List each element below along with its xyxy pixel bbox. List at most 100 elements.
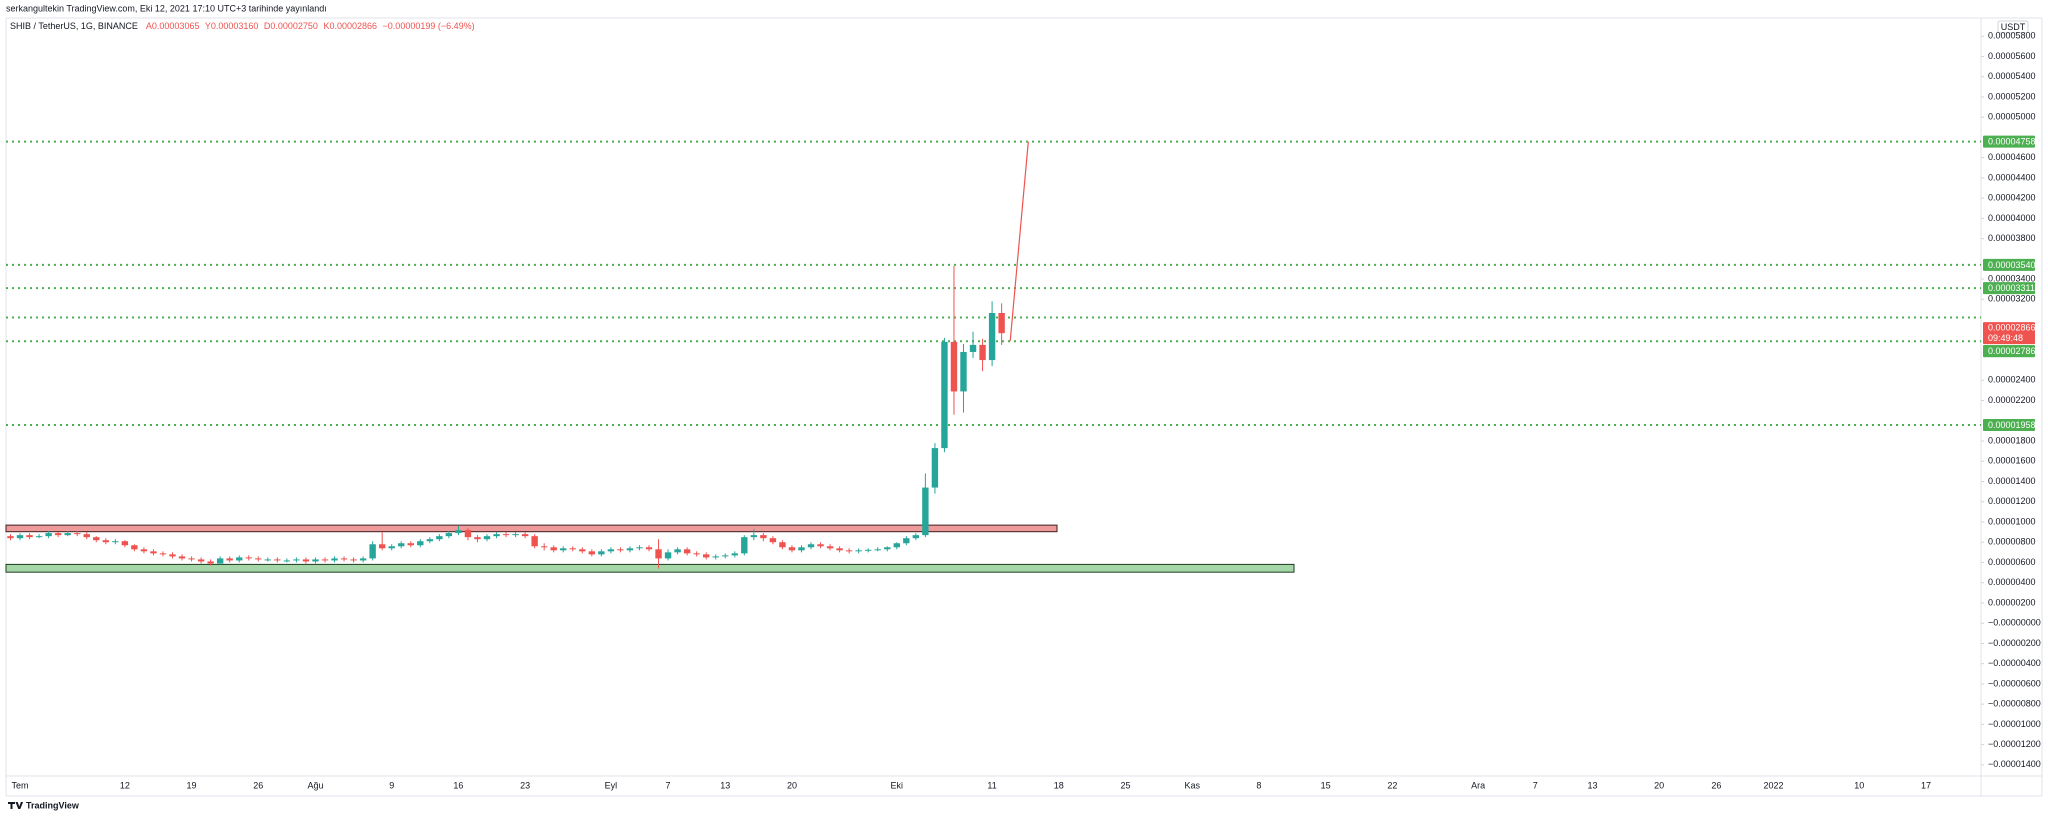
candle-body — [407, 543, 414, 546]
candle-body — [540, 546, 548, 548]
level-box — [1983, 258, 2035, 271]
level-label: 0.00002786 — [1988, 346, 2036, 356]
candle-body — [93, 537, 100, 541]
candle-body — [931, 448, 939, 488]
candle-body — [340, 558, 348, 560]
x-tick-label: 15 — [1321, 780, 1331, 790]
candle-body — [283, 560, 291, 562]
candle-body — [960, 351, 967, 392]
candle-body — [674, 549, 681, 553]
footer-logo — [8, 802, 24, 809]
candle-body — [969, 344, 977, 352]
candle-body — [788, 547, 796, 551]
last-price-label: 0.00002866 — [1988, 323, 2036, 333]
candle-body — [321, 559, 329, 561]
candle-body — [722, 555, 729, 557]
candle-body — [245, 557, 252, 559]
y-tick-label: 0.00002400 — [1988, 375, 2036, 385]
candle-body — [35, 536, 43, 538]
candle-body — [903, 538, 910, 544]
x-tick-label: 10 — [1854, 780, 1864, 790]
x-tick-label: 22 — [1387, 780, 1397, 790]
y-tick-label: −0.00000200 — [1988, 638, 2041, 648]
x-tick-label: 13 — [720, 780, 730, 790]
x-tick-label: 16 — [453, 780, 463, 790]
candle-body — [531, 536, 538, 547]
candle-body — [7, 536, 14, 539]
candle-body — [178, 556, 186, 559]
projection-line — [1009, 141, 1029, 342]
y-tick-label: 0.00001200 — [1988, 496, 2036, 506]
candle-body — [922, 487, 929, 536]
candle-body — [817, 544, 824, 547]
candle-body — [483, 536, 491, 540]
y-tick-label: 0.00004600 — [1988, 152, 2036, 162]
candle-body — [140, 549, 148, 552]
y-tick-label: 0.00002200 — [1988, 395, 2036, 405]
x-tick-label: 19 — [187, 780, 197, 790]
currency-box — [1997, 20, 2029, 34]
x-tick-label: Eki — [891, 780, 904, 790]
candle-body — [331, 558, 338, 561]
x-tick-label: 25 — [1121, 780, 1131, 790]
y-tick-label: 0.00005000 — [1988, 112, 2036, 122]
candle-body — [216, 558, 224, 564]
candle-body — [226, 558, 233, 561]
candle-body — [512, 534, 519, 536]
candle-body — [502, 534, 510, 536]
candle-body — [617, 549, 624, 551]
candle-body — [83, 534, 90, 538]
candle-body — [893, 543, 900, 548]
candle-body — [912, 535, 920, 539]
y-tick-label: 0.00005400 — [1988, 71, 2036, 81]
x-tick-label: 12 — [120, 780, 130, 790]
candle-body — [45, 533, 52, 537]
currency: USDT — [2001, 22, 2026, 32]
candle-body — [131, 545, 138, 550]
candle-body — [369, 544, 376, 559]
candle-body — [779, 542, 786, 548]
candle-body — [550, 547, 557, 551]
legend: SHIB / TetherUS, 1G, BINANCE A0.00003065… — [10, 21, 475, 31]
x-tick-label: 8 — [1256, 780, 1261, 790]
candle-body — [560, 548, 567, 551]
candle-body — [741, 537, 748, 554]
x-tick-label: 26 — [253, 780, 263, 790]
y-tick-label: 0.00005200 — [1988, 91, 2036, 101]
y-tick-label: −0.00000000 — [1988, 618, 2041, 628]
y-tick-label: 0.00004400 — [1988, 172, 2036, 182]
x-tick-label: 26 — [1711, 780, 1721, 790]
y-tick-label: −0.00001400 — [1988, 759, 2041, 769]
candle-body — [188, 558, 195, 560]
candle-body — [884, 547, 891, 550]
level-label: 0.00004758 — [1988, 137, 2036, 147]
legend-high: Y0.00003160 — [205, 21, 259, 31]
candle-body — [207, 561, 214, 564]
level-box — [1983, 135, 2035, 148]
candle-body — [988, 313, 996, 361]
level-box — [1983, 282, 2035, 295]
candle-body — [712, 556, 719, 558]
candle-body — [474, 537, 481, 540]
candle-body — [26, 535, 33, 538]
zone — [5, 563, 1295, 573]
candle-body — [845, 550, 853, 552]
candle-body — [74, 533, 81, 535]
candle-body — [16, 535, 24, 539]
x-tick-label: 2022 — [1764, 780, 1784, 790]
level-label: 0.00003540 — [1988, 260, 2036, 270]
candle-body — [436, 536, 443, 540]
candle-body — [607, 549, 615, 552]
level-label: 0.00001958 — [1988, 420, 2036, 430]
candle-body — [159, 553, 167, 555]
countdown-label: 09:49:48 — [1988, 333, 2023, 343]
candle-body — [378, 544, 386, 549]
candle-body — [255, 558, 262, 560]
logo-mark — [8, 802, 24, 809]
footer-brand: TradingView — [26, 800, 80, 810]
candle-body — [760, 535, 767, 539]
y-tick-label: 0.00003200 — [1988, 294, 2036, 304]
candle-body — [941, 341, 948, 449]
candle-body — [398, 543, 405, 547]
